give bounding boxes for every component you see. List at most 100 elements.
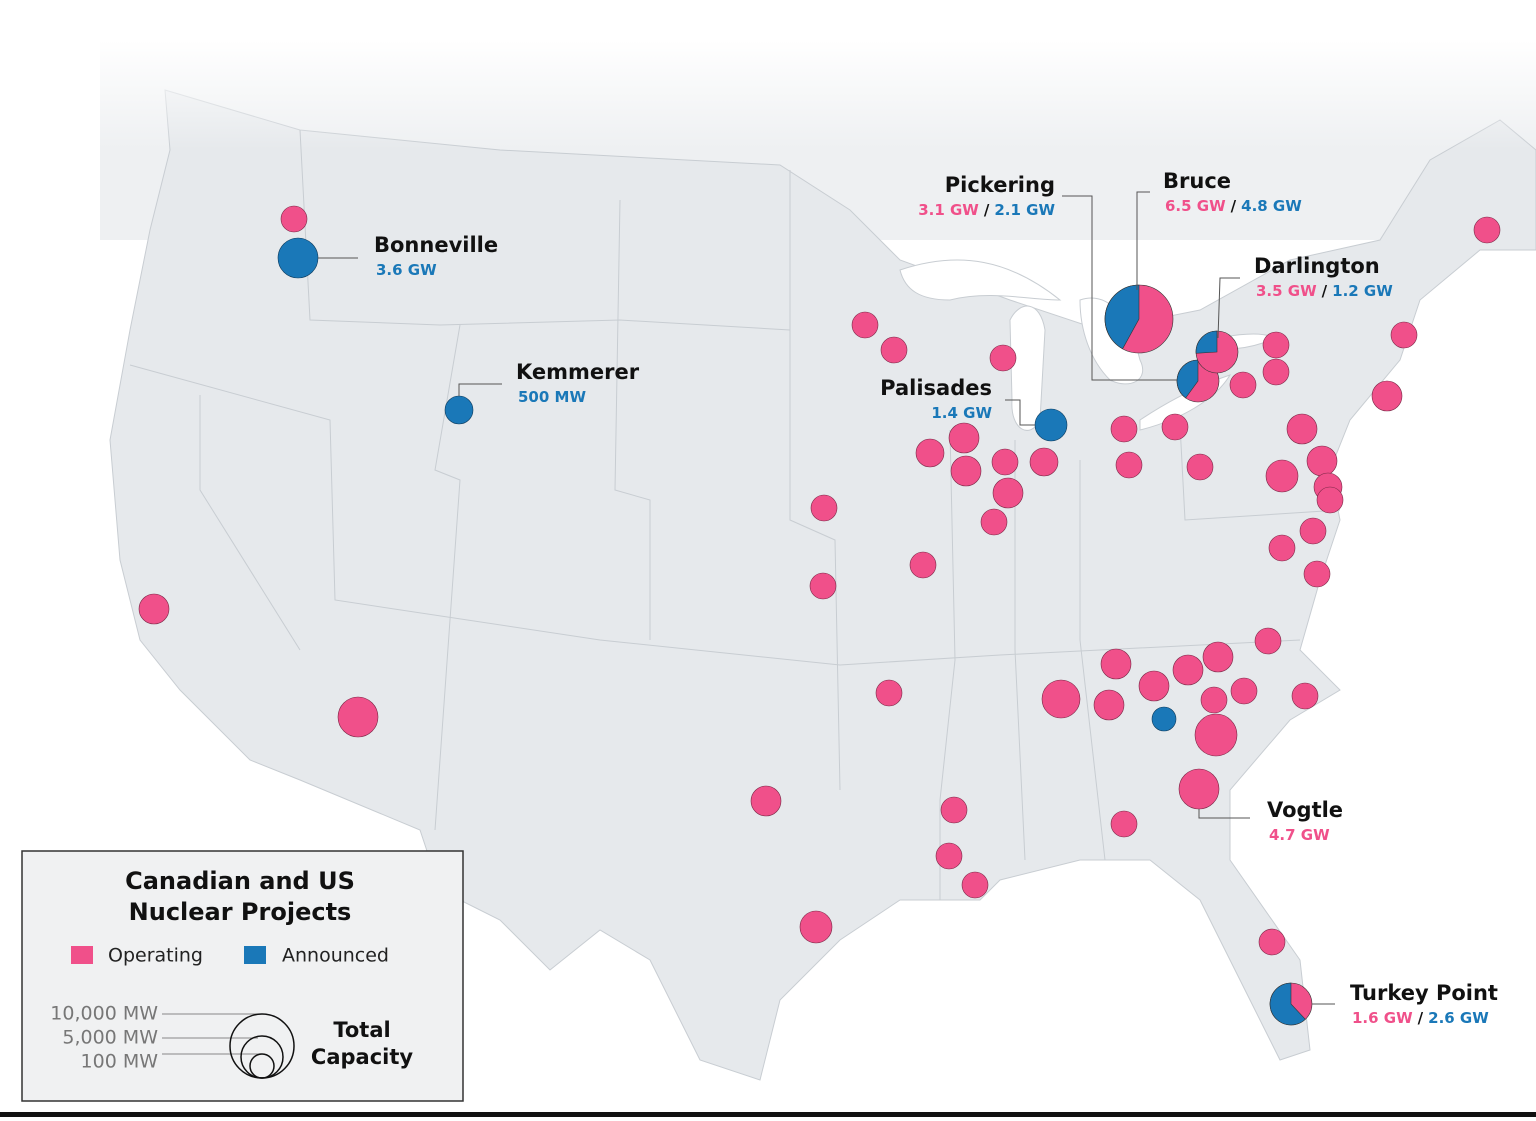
capacity-part: 2.1 GW [994,201,1055,219]
announced-site [277,237,319,279]
site-name: Pickering [945,173,1055,197]
site-capacity: 4.7 GW [1269,826,1330,844]
leader-line [1198,809,1250,819]
operating-site [1200,686,1228,714]
legend-box [21,850,464,1102]
operating-site [1093,689,1125,721]
legend: Canadian and US Nuclear Projects Operati… [21,850,464,1102]
operating-site [1262,331,1290,359]
capacity-part: 1.6 GW [1352,1009,1413,1027]
capacity-part: 1.2 GW [1332,282,1393,300]
operating-site [1299,517,1327,545]
leader-line [1005,399,1035,426]
site-name: Palisades [880,376,992,400]
operating-site [1286,413,1318,445]
operating-site [989,344,1017,372]
site-name: Bonneville [374,233,498,257]
leader-line [1217,277,1240,339]
bottom-rule [0,1112,1536,1117]
capacity-part: 1.4 GW [931,404,992,422]
site-name: Kemmerer [516,360,640,384]
operating-site [935,842,963,870]
leader-line [1062,195,1177,381]
size-label: 10,000 MW [50,1003,158,1025]
size-label: 5,000 MW [62,1027,158,1049]
size-title: Total [333,1018,390,1042]
operating-site [810,494,838,522]
state-lines [129,129,1341,900]
operating-site [1254,627,1282,655]
legend-swatch [244,946,266,964]
capacity-part: / [984,201,990,219]
capacity-part: 2.6 GW [1428,1009,1489,1027]
operating-site [809,572,837,600]
operating-site [799,910,833,944]
operating-site [1265,459,1299,493]
operating-site [875,679,903,707]
capacity-part: 4.7 GW [1269,826,1330,844]
capacity-part: 3.1 GW [918,201,979,219]
operating-site [991,448,1019,476]
operating-site [915,438,945,468]
operating-site [961,871,989,899]
operating-site [750,785,782,817]
operating-site [1029,447,1059,477]
operating-site [1371,380,1403,412]
operating-site [1473,216,1501,244]
operating-site [1178,768,1220,810]
legend-label: Announced [282,945,389,967]
operating-site [1268,534,1296,562]
capacity-part: 6.5 GW [1165,197,1226,215]
operating-site [1390,321,1418,349]
capacity-part: 4.8 GW [1241,197,1302,215]
leader-line [458,383,502,396]
size-title: Capacity [311,1045,413,1069]
operating-site [948,422,980,454]
legend-swatch [71,946,93,964]
site-capacity: 3.6 GW [376,261,437,279]
operating-site [138,593,170,625]
operating-site [1172,654,1204,686]
site-pie-slice [1104,284,1140,350]
operating-site [1138,670,1170,702]
size-label: 100 MW [81,1051,159,1073]
announced-site [444,395,474,425]
size-circles [229,1013,295,1079]
legend-title: Canadian and US [125,867,355,895]
operating-site [337,696,379,738]
site-capacity: 3.5 GW /1.2 GW [1256,282,1393,300]
operating-site [1161,413,1189,441]
operating-site [851,311,879,339]
operating-site [1306,445,1338,477]
operating-site [1230,677,1258,705]
capacity-part: 500 MW [518,388,586,406]
site-capacity: 3.1 GW /2.1 GW [918,201,1055,219]
capacity-part: 3.6 GW [376,261,437,279]
site-pie-slice [1195,330,1218,354]
site-capacity: 1.4 GW [931,404,992,422]
operating-site [280,205,308,233]
site-capacity: 1.6 GW /2.6 GW [1352,1009,1489,1027]
operating-site [909,551,937,579]
site-name: Darlington [1254,254,1380,278]
operating-site [980,508,1008,536]
site-capacity: 500 MW [518,388,586,406]
operating-site [1194,713,1238,757]
top-fade [100,40,1536,150]
operating-site [1100,648,1132,680]
operating-site [1303,560,1331,588]
operating-site [1291,682,1319,710]
operating-site [1110,810,1138,838]
operating-site [1115,451,1143,479]
site-capacity: 6.5 GW /4.8 GW [1165,197,1302,215]
operating-site [1316,486,1344,514]
operating-site [1202,641,1234,673]
announced-site [1034,408,1068,442]
legend-title: Nuclear Projects [129,898,352,926]
operating-site [1110,415,1138,443]
operating-site [992,477,1024,509]
capacity-part: 3.5 GW [1256,282,1317,300]
operating-site [950,455,982,487]
operating-site [1262,358,1290,386]
